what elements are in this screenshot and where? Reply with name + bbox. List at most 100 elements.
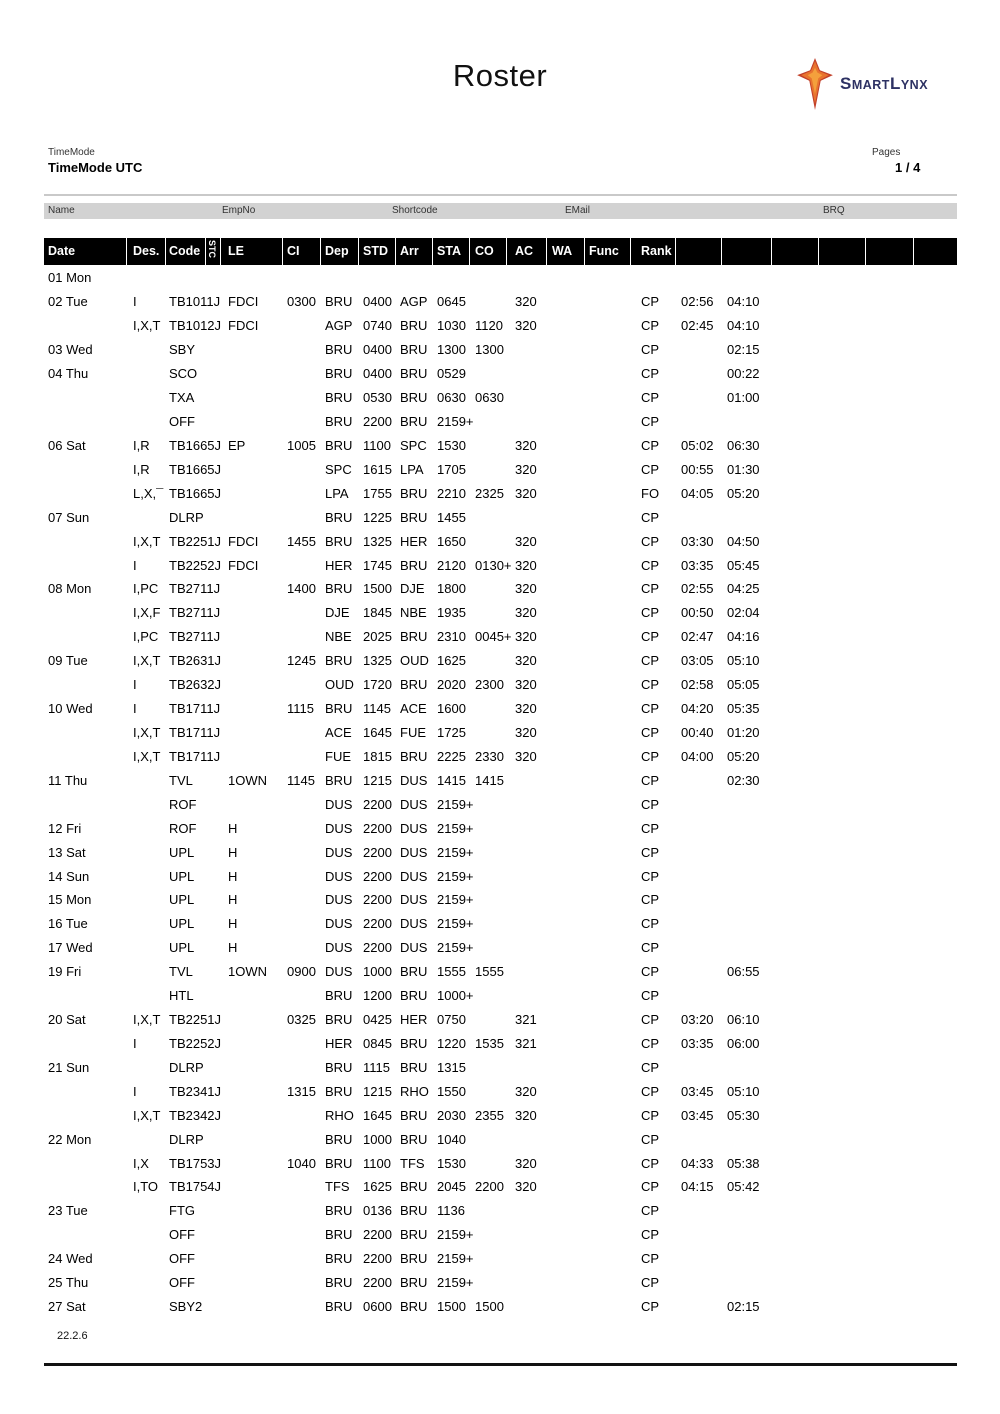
cell-t1: 03:35 [681,557,714,573]
cell-des: I,X,F [133,605,161,621]
cell-rank: CP [641,294,660,310]
cell-std: 1625 [363,1179,392,1195]
cell-arr: BRU [400,1203,428,1219]
table-row: 21 Sun DLRP BRU 1115 BRU 1315 CP [44,1055,957,1079]
table-row: 17 Wed UPL H DUS 2200 DUS 2159+ CP [44,936,957,960]
cell-arr: BRU [400,748,428,764]
cell-ci: 1145 [287,772,315,788]
cell-dep: FUE [325,748,351,764]
cell-le: 1OWN [228,964,267,980]
cell-des: I [133,294,137,310]
cell-arr: BRU [400,988,428,1004]
cell-dep: BRU [325,581,353,597]
cell-sta: 2120 [437,557,466,573]
cell-std: 1500 [363,581,392,597]
table-row: 06 Sat I,R TB1665J EP 1005 BRU 1100 SPC 1530 320 C… [44,433,957,457]
cell-co: 1120 [475,318,503,334]
cell-sta: 1800 [437,581,466,597]
cell-dep: BRU [325,1203,353,1219]
cell-arr: BRU [400,629,428,645]
cell-co: 1555 [475,964,504,980]
cell-date: 21 Sun [48,1059,90,1075]
timemode-value: TimeMode UTC [48,160,143,175]
cell-std: 0136 [363,1203,392,1219]
cell-code: TB2631J [169,653,222,669]
cell-ac: 320 [515,629,537,645]
cell-std: 1645 [363,724,392,740]
cell-ac: 320 [515,701,537,717]
table-row: I,R TB1665J SPC 1615 LPA 1705 320 CP 00:55 01:30 [44,457,957,481]
table-row: L,X,¯ TB1665J LPA 1755 BRU 2210 2325 320 FO 04:05… [44,481,957,505]
col-header-des: Des. [127,238,166,265]
cell-dep: BRU [325,366,353,382]
cell-sta: 0529 [437,366,466,382]
cell-le: FDCI [228,557,259,573]
cell-code: ROF [169,820,197,836]
cell-arr: BRU [400,1107,428,1123]
cell-dep: DUS [325,892,353,908]
cell-t2: 04:10 [727,294,760,310]
cell-date: 11 Thu [48,772,88,788]
cell-ci: 1455 [287,533,316,549]
cell-std: 0425 [363,1012,392,1028]
col-header-wa: WA [547,238,585,265]
cell-t2: 04:10 [727,318,760,334]
cell-std: 2200 [363,413,392,429]
cell-arr: DUS [400,796,428,812]
cell-des: I [133,701,137,717]
cell-le: H [228,868,238,884]
cell-t1: 02:58 [681,677,714,693]
cell-co: 2330 [475,748,504,764]
cell-sta: 1555 [437,964,466,980]
cell-dep: SPC [325,461,352,477]
cell-code: TB1753J [169,1155,222,1171]
cell-t1: 04:33 [681,1155,714,1171]
cell-t2: 02:04 [727,605,760,621]
cell-dep: BRU [325,1012,353,1028]
table-row: I,X,T TB1711J ACE 1645 FUE 1725 320 CP 00:40 01:2… [44,721,957,745]
cell-t2: 05:10 [727,1083,760,1099]
cell-sta: 2020 [437,677,466,693]
cell-date: 10 Wed [48,701,93,717]
cell-sta: 1530 [437,437,466,453]
cell-std: 1215 [363,772,392,788]
cell-rank: CP [641,318,660,334]
cell-t2: 05:20 [727,485,760,501]
table-row: 27 Sat SBY2 BRU 0600 BRU 1500 1500 CP 02:15 [44,1295,957,1319]
cell-sta: 2310 [437,629,466,645]
page-title: Roster [452,58,548,93]
table-row: TXA BRU 0530 BRU 0630 0630 CP 01:00 [44,386,957,410]
cell-sta: 0750 [437,1012,466,1028]
cell-des: I [133,677,137,693]
cell-std: 1325 [363,653,392,669]
timemode-label: TimeMode [48,147,95,158]
cell-code: TB2711J [169,605,221,621]
cell-date: 22 Mon [48,1131,92,1147]
cell-des: I,X,T [133,1107,161,1123]
cell-des: I,X,T [133,653,161,669]
cell-std: 2025 [363,629,392,645]
cell-code: DLRP [169,1059,204,1075]
table-row: 24 Wed OFF BRU 2200 BRU 2159+ CP [44,1247,957,1271]
cell-code: OFF [169,413,195,429]
cell-sta: 1600 [437,701,466,717]
cell-rank: CP [641,892,660,908]
cell-date: 03 Wed [48,342,93,358]
cell-t2: 01:20 [727,724,760,740]
cell-dep: NBE [325,629,352,645]
info-label-shortcode: Shortcode [392,205,438,216]
cell-ac: 320 [515,1107,537,1123]
cell-date: 09 Tue [48,653,88,669]
cell-co: 2200 [475,1179,504,1195]
cell-dep: DUS [325,796,353,812]
cell-dep: DJE [325,605,350,621]
cell-t2: 00:22 [727,366,760,382]
cell-sta: 2159+ [437,868,474,884]
cell-arr: BRU [400,413,428,429]
cell-sta: 1220 [437,1035,466,1051]
cell-std: 2200 [363,868,392,884]
cell-ci: 0900 [287,964,316,980]
cell-t1: 04:15 [681,1179,714,1195]
cell-date: 07 Sun [48,509,90,525]
table-row: 14 Sun UPL H DUS 2200 DUS 2159+ CP [44,864,957,888]
